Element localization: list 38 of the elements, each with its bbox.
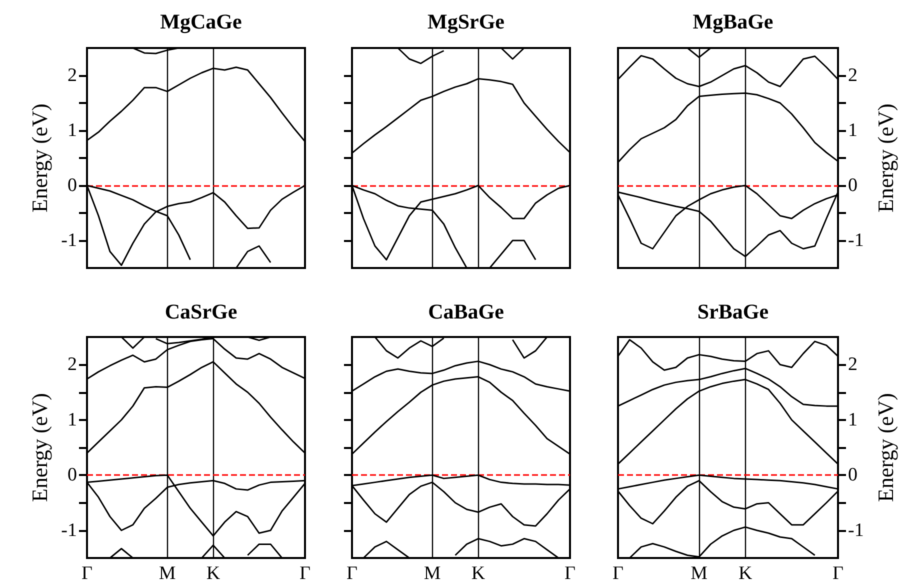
x-tick-label: K bbox=[471, 563, 486, 584]
chart-title: MgCaGe bbox=[160, 10, 242, 34]
y-axis-title: Energy (eV) bbox=[26, 393, 52, 502]
y2-tick-label: 0 bbox=[848, 175, 858, 196]
x-tick-label: Γ bbox=[612, 563, 624, 584]
x-tick-label: Γ bbox=[300, 563, 311, 584]
y2-tick-label: 2 bbox=[848, 65, 858, 86]
y2-tick-label: -1 bbox=[848, 520, 864, 541]
x-tick-label: Γ bbox=[564, 563, 576, 584]
chart-title: CaSrGe bbox=[164, 300, 238, 324]
y-tick-label: 0 bbox=[68, 175, 77, 196]
y-axis-title: Energy (eV) bbox=[26, 104, 52, 212]
y-tick-label: 0 bbox=[68, 464, 77, 486]
x-tick-label: Γ bbox=[346, 563, 358, 584]
x-tick-label: Γ bbox=[82, 563, 93, 584]
y2-tick-label: 1 bbox=[848, 120, 858, 141]
x-tick-label: M bbox=[158, 563, 176, 584]
y-tick-label: 2 bbox=[68, 65, 77, 86]
y-tick-label: 1 bbox=[68, 409, 77, 430]
y2-tick-label: 0 bbox=[848, 464, 858, 486]
chart-title: MgSrGe bbox=[428, 10, 504, 34]
y-tick-label: -1 bbox=[61, 230, 77, 251]
x-tick-label: Γ bbox=[832, 563, 844, 584]
x-tick-label: M bbox=[690, 563, 708, 584]
y-tick-label: 2 bbox=[68, 354, 77, 376]
y2-tick-label: 2 bbox=[848, 354, 858, 376]
chart-title: CaBaGe bbox=[428, 300, 504, 324]
y2-axis-title: Energy (eV) bbox=[873, 393, 898, 502]
y-tick-label: -1 bbox=[61, 520, 77, 541]
x-tick-label: K bbox=[206, 563, 220, 584]
chart-title: MgBaGe bbox=[692, 10, 774, 34]
y2-axis-title: Energy (eV) bbox=[873, 104, 898, 212]
x-tick-label: M bbox=[424, 563, 441, 584]
chart-title: SrBaGe bbox=[697, 300, 769, 324]
y-tick-label: 1 bbox=[68, 120, 77, 141]
y2-tick-label: -1 bbox=[848, 230, 864, 251]
x-tick-label: K bbox=[738, 563, 752, 584]
y2-tick-label: 1 bbox=[848, 409, 858, 430]
